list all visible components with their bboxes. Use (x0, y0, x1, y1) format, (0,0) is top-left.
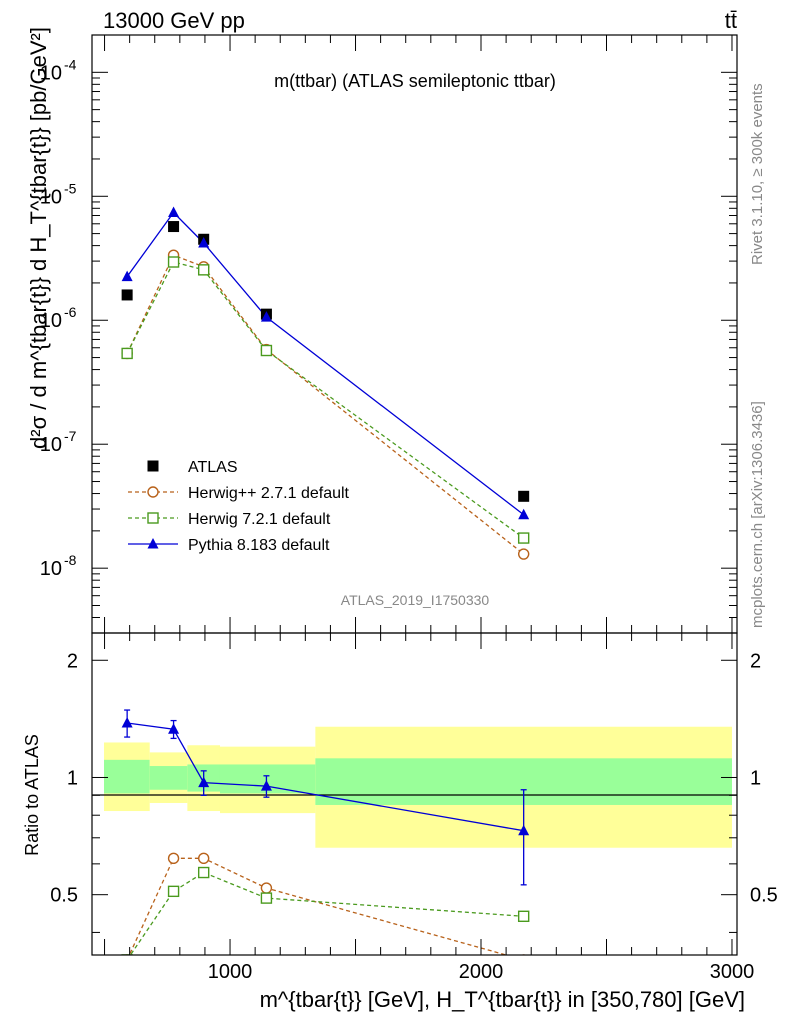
ratio-point-2 (121, 954, 133, 955)
x-tick-label: 2000 (459, 961, 504, 983)
ratio-point-2 (260, 892, 273, 904)
data-point-2 (260, 344, 273, 357)
legend-marker (147, 512, 159, 524)
ratio-point-1 (197, 852, 210, 865)
ratio-tick-label-left: 1 (67, 767, 78, 789)
ratio-point-1 (520, 954, 527, 955)
ratio-point-3 (121, 717, 133, 728)
legend-label: Herwig++ 2.7.1 default (188, 485, 350, 502)
y-tick-label: 10 (40, 434, 62, 456)
data-point-1 (517, 548, 530, 560)
series-line-3 (126, 211, 525, 516)
data-point-2 (121, 347, 133, 360)
ratio-tick-label-right: 0.5 (750, 885, 778, 907)
ratio-point-2 (517, 910, 530, 923)
beam-label: 13000 GeV pp (103, 8, 245, 33)
ratio-point-1 (167, 852, 180, 865)
data-point-2 (517, 532, 530, 544)
series-line-1 (126, 254, 525, 555)
ratio-point-1 (260, 882, 273, 894)
ratio-point-1 (124, 954, 131, 955)
main-panel: m(ttbar) (ATLAS semileptonic ttbar) ATLA… (26, 27, 738, 634)
ratio-frame (91, 632, 738, 956)
y-axis-label: d²σ / d m^{tbar{t}} d H_T^{tbar{t}} [pb/… (26, 27, 51, 449)
y-tick-exponent: -7 (64, 428, 77, 444)
y-tick-exponent: -8 (64, 552, 77, 568)
mcplots-note: mcplots.cern.ch [arXiv:1306.3436] (749, 401, 766, 628)
ratio-y-label: Ratio to ATLAS (22, 734, 42, 856)
legend-label: Pythia 8.183 default (188, 537, 330, 554)
y-tick-exponent: -6 (64, 304, 77, 320)
ratio-point-3 (518, 824, 530, 836)
x-axis-label: m^{tbar{t}} [GeV], H_T^{tbar{t}} in [350… (260, 987, 745, 1012)
ratio-line-1 (128, 857, 509, 955)
rivet-note: Rivet 3.1.10, ≥ 300k events (749, 83, 766, 265)
ratio-point-2 (197, 866, 210, 879)
stat-uncertainty-band (104, 759, 150, 794)
y-tick-label: 10 (40, 558, 62, 580)
x-tick-label: 3000 (710, 961, 755, 983)
ratio-tick-label-left: 0.5 (50, 885, 78, 907)
legend-label: ATLAS (188, 459, 238, 476)
data-point-3 (168, 206, 180, 217)
data-point-3 (518, 508, 530, 520)
data-point-3 (121, 270, 133, 282)
data-point-2 (167, 256, 180, 268)
data-point-0 (121, 289, 133, 301)
y-tick-label: 10 (40, 310, 62, 332)
data-point-0 (168, 221, 180, 233)
data-point-3 (198, 236, 210, 248)
ratio-point-3 (260, 780, 272, 791)
chart-title: m(ttbar) (ATLAS semileptonic ttbar) (274, 71, 556, 91)
ratio-panel: 0.5 0.5 1 1 2 2 Ratio to ATLAS (22, 632, 778, 956)
legend-marker (147, 486, 159, 498)
data-point-0 (518, 490, 530, 502)
legend-marker (147, 538, 159, 549)
process-label: tt̄ (725, 8, 737, 33)
data-point-3 (260, 311, 272, 322)
y-tick-exponent: -4 (64, 56, 77, 72)
y-tick-exponent: -5 (64, 180, 77, 196)
ratio-point-3 (198, 776, 210, 788)
ratio-point-2 (167, 885, 180, 898)
legend-label: Herwig 7.2.1 default (188, 511, 331, 528)
ratio-tick-label-left: 2 (67, 650, 78, 672)
data-point-2 (197, 264, 210, 276)
ratio-point-3 (168, 723, 180, 734)
y-tick-label: 10 (40, 62, 62, 84)
stat-uncertainty-band (149, 766, 188, 790)
ratio-line-2 (129, 871, 524, 955)
legend: ATLAS Herwig++ 2.7.1 default Herwig 7.2.1 … (128, 459, 350, 554)
analysis-id: ATLAS_2019_I1750330 (341, 592, 490, 608)
y-tick-label: 10 (40, 186, 62, 208)
legend-marker (147, 460, 159, 472)
ratio-tick-label-right: 2 (750, 650, 761, 672)
ratio-tick-label-right: 1 (750, 767, 761, 789)
x-tick-label: 1000 (208, 961, 253, 983)
